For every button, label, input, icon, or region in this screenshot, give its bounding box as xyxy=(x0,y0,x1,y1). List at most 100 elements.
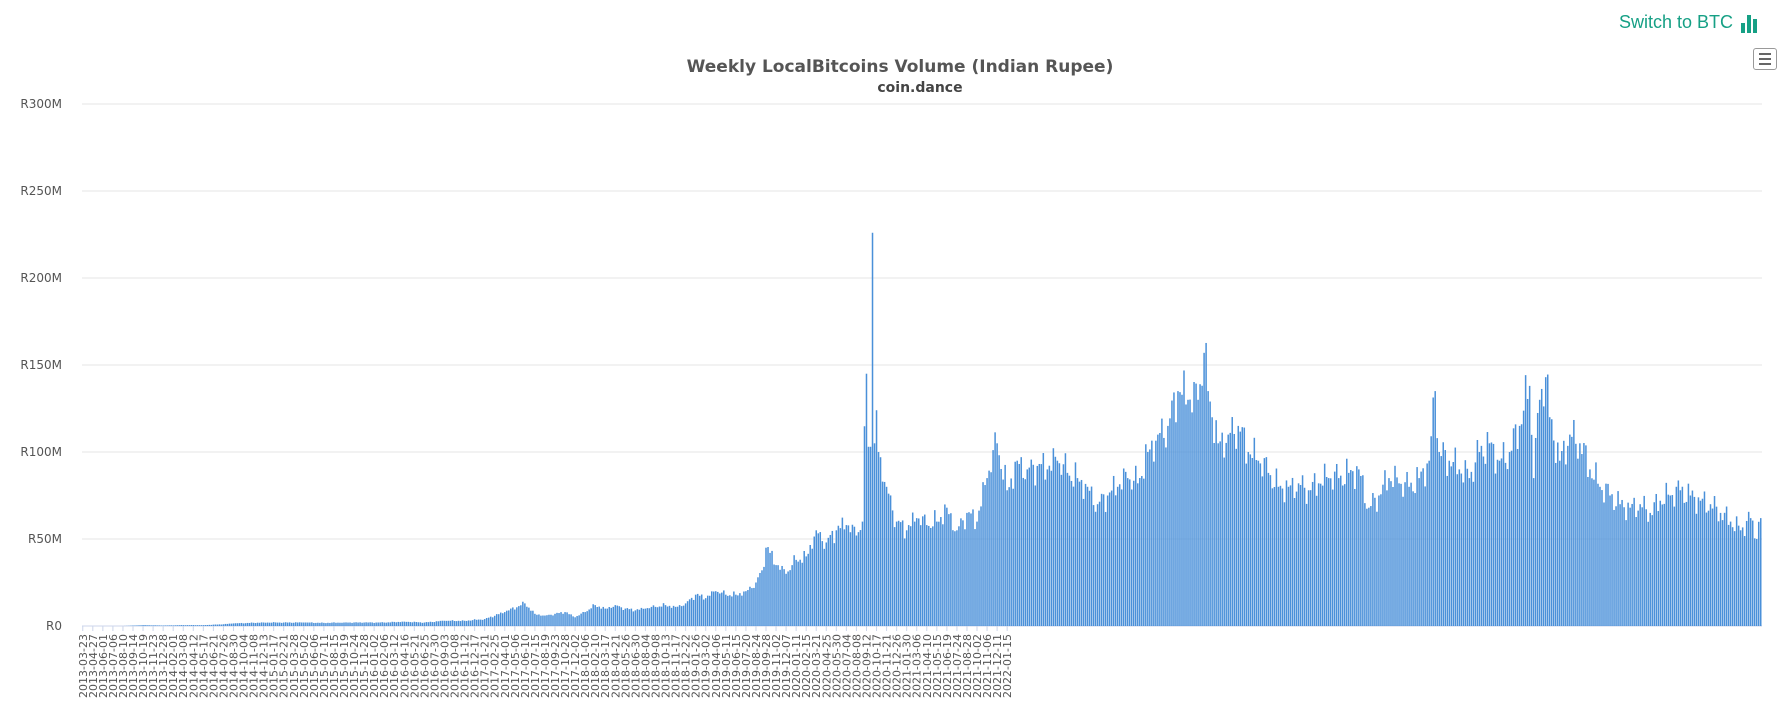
bar xyxy=(1472,481,1475,626)
bar xyxy=(1360,475,1362,626)
bar xyxy=(986,478,988,626)
bar xyxy=(1611,494,1613,626)
bar xyxy=(1042,453,1045,626)
bar xyxy=(1104,511,1107,626)
x-tick-label: 2014-03-08 xyxy=(177,634,190,698)
x-tick-label: 2017-09-23 xyxy=(549,634,562,698)
x-tick-label: 2015-03-28 xyxy=(288,634,301,698)
bar xyxy=(1557,442,1559,626)
bar xyxy=(731,596,733,626)
bar xyxy=(403,621,406,626)
bar xyxy=(419,622,422,626)
bar xyxy=(556,612,558,626)
bar xyxy=(1050,470,1053,626)
bar xyxy=(1333,471,1336,626)
bar xyxy=(297,622,299,626)
bar xyxy=(1735,516,1738,626)
bar xyxy=(1372,493,1374,626)
bar xyxy=(761,570,763,626)
bar xyxy=(1028,467,1031,626)
bar xyxy=(459,621,462,626)
x-tick-label: 2020-05-30 xyxy=(830,634,843,698)
bar xyxy=(1092,505,1095,626)
bar xyxy=(1273,487,1276,626)
bar xyxy=(1667,494,1670,626)
bar xyxy=(765,547,767,626)
bar xyxy=(1420,471,1422,626)
bar xyxy=(1484,463,1487,626)
bar xyxy=(1675,486,1678,626)
bar xyxy=(1691,490,1694,626)
bar xyxy=(206,624,209,626)
bar xyxy=(1239,431,1242,626)
y-tick-label: R250M xyxy=(20,184,62,198)
bar xyxy=(670,607,673,626)
bar xyxy=(1173,392,1175,626)
bar xyxy=(1496,459,1499,626)
x-tick-label: 2013-07-06 xyxy=(107,634,120,698)
bar xyxy=(930,527,932,626)
bar xyxy=(351,622,353,626)
bar xyxy=(1247,452,1250,626)
bar xyxy=(1426,463,1428,626)
bar xyxy=(950,513,952,626)
x-tick-label: 2017-04-01 xyxy=(499,634,512,698)
bar xyxy=(1269,475,1272,626)
bar xyxy=(385,622,387,626)
bar xyxy=(1512,428,1515,626)
bar xyxy=(1623,507,1625,626)
bar xyxy=(1653,502,1655,626)
x-tick-label: 2016-09-03 xyxy=(438,634,451,698)
x-tick-label: 2014-05-17 xyxy=(197,634,210,698)
bar xyxy=(686,601,689,626)
bar xyxy=(706,595,709,626)
bar xyxy=(845,525,848,626)
bar xyxy=(1362,475,1364,626)
bar xyxy=(1149,449,1151,626)
bar xyxy=(1462,482,1465,626)
bar xyxy=(588,609,590,626)
hamburger-line xyxy=(1759,63,1771,65)
bar xyxy=(1416,467,1418,626)
bar xyxy=(367,622,369,626)
x-tick-label: 2021-01-30 xyxy=(901,634,914,698)
bar xyxy=(1546,374,1549,626)
bar xyxy=(1335,463,1338,626)
bar xyxy=(284,622,287,626)
bar xyxy=(805,556,807,626)
bar xyxy=(558,613,560,626)
bar xyxy=(282,622,285,626)
bar xyxy=(1044,479,1047,626)
bar xyxy=(1038,463,1041,626)
bar xyxy=(1502,442,1505,626)
bar xyxy=(1575,443,1577,626)
bar xyxy=(293,622,295,626)
bar xyxy=(1743,536,1746,626)
switch-to-btc-link[interactable]: Switch to BTC xyxy=(1619,12,1757,33)
bar xyxy=(303,622,305,626)
bar xyxy=(1641,507,1643,626)
bar xyxy=(924,514,926,626)
bar xyxy=(928,525,930,626)
bar xyxy=(1034,485,1037,626)
bar xyxy=(1279,485,1282,626)
bar xyxy=(339,622,341,626)
bar xyxy=(156,625,158,626)
y-tick-label: R0 xyxy=(46,619,62,633)
bar xyxy=(538,614,540,626)
bar xyxy=(889,495,892,626)
bar xyxy=(926,525,928,626)
bar xyxy=(1482,456,1485,626)
bar xyxy=(415,622,418,626)
bar xyxy=(1731,527,1734,626)
bar xyxy=(520,605,522,626)
bar xyxy=(226,623,229,626)
bar xyxy=(411,622,414,626)
hamburger-line xyxy=(1759,53,1771,55)
bar xyxy=(972,509,974,626)
bar xyxy=(208,624,211,626)
bar xyxy=(1490,442,1493,626)
bar xyxy=(1018,463,1020,626)
x-tick-label: 2019-01-26 xyxy=(690,634,703,698)
chart-menu-button[interactable] xyxy=(1753,48,1777,70)
